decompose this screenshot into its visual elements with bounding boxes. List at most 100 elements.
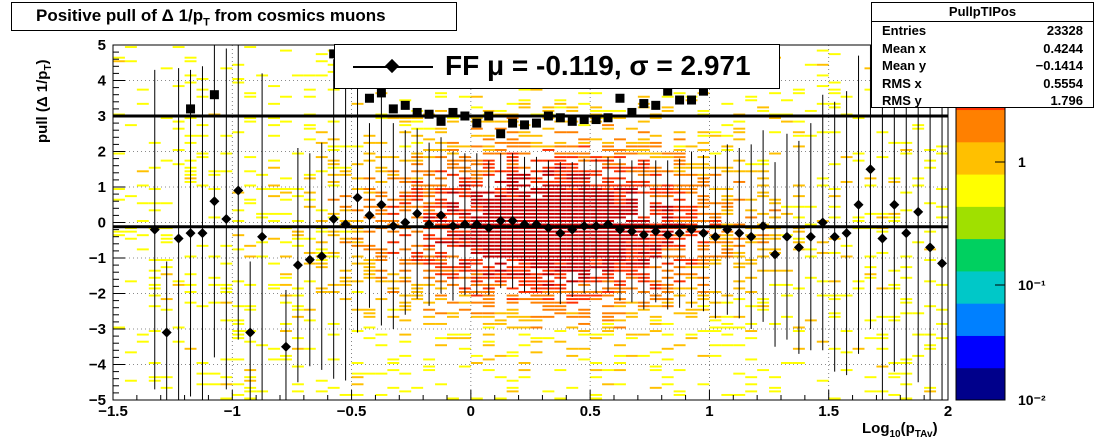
heatmap-cell (113, 56, 125, 59)
data-point-diamond (901, 228, 912, 239)
heatmap-cell (268, 159, 280, 162)
heatmap-cell (494, 397, 507, 400)
heatmap-cell (542, 298, 555, 301)
heatmap-cell (280, 276, 292, 279)
heatmap-cell (363, 326, 376, 329)
heatmap-cell (280, 95, 292, 98)
heatmap-cell (458, 365, 471, 368)
stats-key: Mean x (882, 40, 927, 56)
heatmap-cell (518, 298, 531, 301)
heatmap-cell (494, 113, 507, 116)
heatmap-cell (184, 60, 197, 63)
heatmap-cell (828, 81, 841, 84)
heatmap-cell (303, 127, 316, 130)
heatmap-cell (482, 322, 495, 325)
heatmap-cell (351, 376, 364, 379)
heatmap-cell (697, 383, 710, 386)
heatmap-cell (470, 301, 483, 304)
heatmap-cell (721, 124, 734, 127)
heatmap-cell (721, 315, 734, 318)
heatmap-cell (769, 152, 781, 155)
heatmap-cell (578, 141, 591, 144)
heatmap-cell (482, 294, 495, 297)
heatmap-cell (268, 283, 280, 286)
heatmap-cell (637, 149, 650, 151)
stats-key: RMS y (882, 93, 922, 108)
data-point-diamond (543, 222, 554, 233)
heatmap-cell (554, 397, 567, 400)
heatmap-cell (673, 393, 686, 396)
data-point-diamond (471, 219, 482, 230)
heatmap-cell (124, 237, 137, 240)
heatmap-cell (578, 294, 591, 297)
heatmap-cell (160, 237, 173, 240)
data-point-diamond (758, 221, 769, 232)
heatmap-cell (685, 333, 698, 336)
title-subscript: T (203, 16, 210, 29)
heatmap-cell (447, 312, 459, 315)
heatmap-cell (745, 376, 758, 379)
heatmap-cell (625, 149, 638, 151)
heatmap-cell (435, 312, 447, 315)
heatmap-cell (506, 294, 519, 297)
heatmap-cell (482, 333, 495, 336)
heatmap-cell (280, 241, 292, 244)
data-point-diamond (447, 221, 458, 232)
heatmap-cell (625, 141, 638, 144)
title-box: Positive pull of Δ 1/pT from cosmics muo… (11, 2, 457, 31)
heatmap-cell (637, 141, 650, 144)
heatmap-cell (602, 322, 614, 325)
heatmap-cell (578, 92, 591, 95)
heatmap-cell (792, 131, 805, 134)
heatmap-cell (160, 234, 173, 237)
heatmap-cell (244, 170, 257, 173)
heatmap-cell (506, 138, 519, 141)
heatmap-cell (268, 195, 280, 198)
heatmap-cell (614, 152, 626, 155)
heatmap-cell (447, 397, 459, 400)
heatmap-cell (554, 141, 567, 144)
heatmap-cell (590, 294, 603, 297)
heatmap-cell (268, 102, 280, 105)
heatmap-cell (518, 102, 531, 105)
legend-fit-text: FF μ = -0.119, σ = 2.971 (445, 50, 751, 81)
stats-key: Mean y (882, 58, 927, 73)
palette-color-step (956, 206, 1005, 240)
heatmap-cell (602, 294, 614, 297)
heatmap-cell (268, 188, 280, 191)
heatmap-cell (363, 372, 376, 375)
heatmap-cell (637, 354, 650, 357)
heatmap-cell (781, 99, 793, 102)
heatmap-cell (268, 124, 280, 127)
heatmap-cell (661, 156, 674, 159)
data-point-diamond (400, 217, 411, 228)
heatmap-cell (244, 244, 257, 247)
data-point-square (376, 88, 386, 98)
heatmap-cell (423, 358, 436, 361)
stats-row-mean-x: Mean x 0.4244 (872, 40, 1093, 58)
heatmap-cell (649, 351, 662, 354)
heatmap-cell (590, 109, 603, 112)
stats-key: Entries (882, 23, 927, 38)
heatmap-cell (614, 149, 626, 151)
heatmap-cell (721, 134, 734, 137)
heatmap-cell (113, 152, 125, 155)
heatmap-cell (482, 340, 495, 343)
heatmap-cell (136, 102, 149, 105)
heatmap-cell (303, 113, 316, 116)
heatmap-cell (649, 141, 662, 144)
data-point-diamond (937, 258, 948, 269)
heatmap-cell (435, 344, 447, 347)
heatmap-cell (136, 248, 149, 251)
heatmap-cell (614, 305, 626, 308)
data-point-square (460, 111, 470, 121)
heatmap-cell (208, 383, 221, 386)
heatmap-cell (447, 315, 459, 318)
heatmap-cell (387, 386, 400, 389)
heatmap-cell (661, 383, 674, 386)
heatmap-cell (423, 369, 436, 372)
heatmap-cell (494, 354, 507, 357)
heatmap-cell (602, 109, 614, 112)
heatmap-cell (506, 312, 519, 315)
heatmap-cell (435, 92, 447, 95)
